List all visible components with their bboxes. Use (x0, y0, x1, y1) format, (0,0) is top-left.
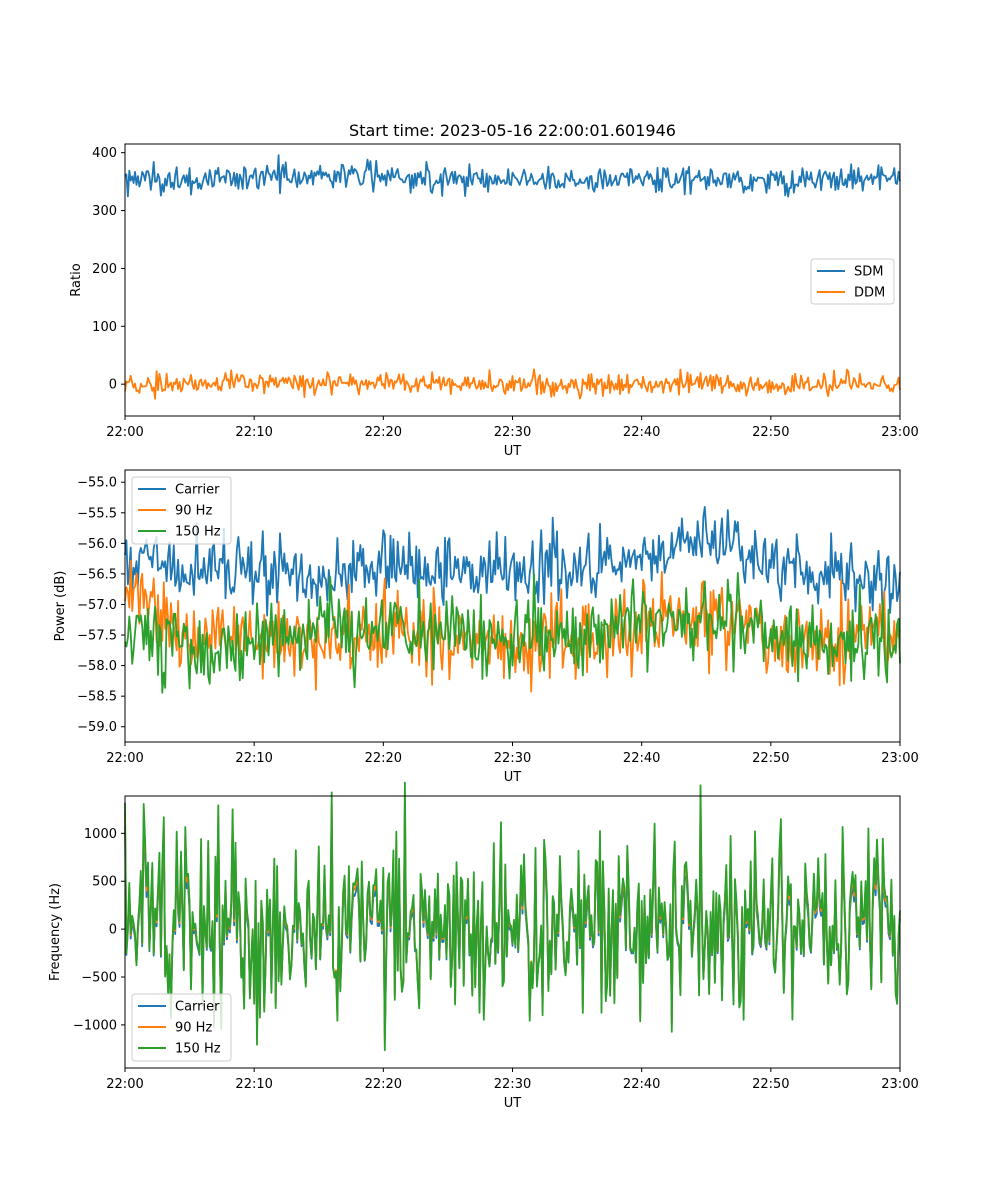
series-line-150-hz (124, 781, 901, 1052)
legend-label: 90 Hz (175, 504, 212, 519)
x-tick-label: 22:40 (623, 425, 660, 440)
y-axis-label: Power (dB) (53, 571, 68, 642)
y-axis-label: Ratio (69, 263, 84, 296)
x-tick-label: 22:00 (106, 425, 143, 440)
x-tick-label: 22:20 (365, 751, 402, 766)
y-tick-label: −1000 (73, 1018, 117, 1033)
legend-label: 150 Hz (175, 525, 221, 540)
y-tick-label: 0 (109, 378, 117, 393)
legend-frame (131, 476, 232, 545)
y-tick-label: 200 (92, 262, 117, 277)
y-tick-label: 0 (109, 923, 117, 938)
legend-label: 90 Hz (175, 1021, 212, 1036)
series-line-150-hz (124, 572, 901, 694)
y-tick-label: −56.5 (77, 567, 117, 582)
x-tick-label: 22:10 (235, 751, 272, 766)
x-tick-label: 22:00 (106, 751, 143, 766)
x-tick-label: 22:50 (752, 425, 789, 440)
x-tick-label: 22:10 (235, 425, 272, 440)
y-tick-label: −58.0 (77, 659, 117, 674)
legend-label: Carrier (175, 1000, 220, 1015)
y-tick-label: 500 (92, 875, 117, 890)
plot-area (124, 781, 901, 1052)
legend-label: Carrier (175, 483, 220, 498)
x-tick-label: 22:40 (623, 1077, 660, 1092)
chart-panel-2: 22:00 22:10 22:20 22:30 22:40 22:50 23:00 −55.0… (53, 469, 919, 785)
y-tick-label: −55.5 (77, 506, 117, 521)
x-tick-label: 22:20 (365, 1077, 402, 1092)
y-tick-label: 300 (92, 204, 117, 219)
x-tick-label: 22:50 (752, 751, 789, 766)
y-tick-label: −58.5 (77, 690, 117, 705)
x-tick-label: 22:30 (494, 1077, 531, 1092)
series-line-carrier (124, 505, 901, 622)
chart-panels: 22:00 22:10 22:20 22:30 22:40 22:50 23:00 0 100 2… (48, 143, 919, 1111)
x-tick-label: 22:30 (494, 425, 531, 440)
figure-title: Start time: 2023-05-16 22:00:01.601946 (349, 121, 676, 140)
y-tick-label: −55.0 (77, 476, 117, 491)
series-line-ddm (124, 368, 901, 400)
x-tick-label: 22:10 (235, 1077, 272, 1092)
x-tick-label: 22:00 (106, 1077, 143, 1092)
legend-label: 150 Hz (175, 1042, 221, 1057)
legend-label: DDM (854, 286, 885, 301)
plot-area (124, 154, 901, 400)
chart-panel-3: 22:00 22:10 22:20 22:30 22:40 22:50 23:00 1000 5… (48, 781, 919, 1111)
y-tick-label: 400 (92, 146, 117, 161)
y-axis-label: Frequency (Hz) (48, 883, 63, 981)
legend-label: SDM (854, 265, 883, 280)
x-axis-label: UT (504, 444, 522, 459)
x-axis-label: UT (504, 770, 522, 785)
x-tick-label: 23:00 (881, 751, 918, 766)
y-tick-label: −59.0 (77, 720, 117, 735)
y-tick-label: 1000 (84, 827, 117, 842)
plot-area (124, 505, 901, 694)
x-tick-label: 23:00 (881, 425, 918, 440)
legend: Carrier 90 Hz 150 Hz (131, 993, 232, 1062)
y-tick-label: −500 (81, 971, 117, 986)
x-tick-label: 22:40 (623, 751, 660, 766)
chart-panel-1: 22:00 22:10 22:20 22:30 22:40 22:50 23:00 0 100 2… (69, 143, 919, 459)
x-axis-label: UT (504, 1096, 522, 1111)
x-tick-label: 23:00 (881, 1077, 918, 1092)
y-tick-label: −57.5 (77, 629, 117, 644)
x-tick-label: 22:50 (752, 1077, 789, 1092)
x-tick-label: 22:20 (365, 425, 402, 440)
legend-frame (131, 993, 232, 1062)
series-line-sdm (124, 154, 901, 198)
legend: SDM DDM (810, 258, 895, 305)
x-tick-label: 22:30 (494, 751, 531, 766)
legend: Carrier 90 Hz 150 Hz (131, 476, 232, 545)
y-tick-label: −56.0 (77, 537, 117, 552)
y-tick-label: 100 (92, 320, 117, 335)
y-tick-label: −57.0 (77, 598, 117, 613)
